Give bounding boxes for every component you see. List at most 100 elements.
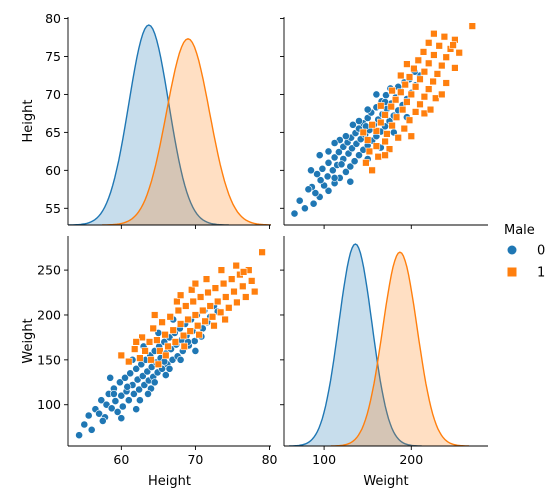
legend-label-1: 1 (537, 266, 545, 281)
point-male-0 (113, 407, 122, 416)
point-male-0 (176, 355, 185, 364)
point-male-1 (186, 327, 194, 335)
point-male-1 (233, 298, 241, 307)
point-male-1 (180, 342, 188, 351)
kde-panel-weight (289, 243, 469, 446)
point-male-0 (346, 162, 355, 171)
point-male-0 (346, 177, 355, 186)
point-male-1 (381, 151, 389, 159)
point-male-0 (290, 209, 299, 218)
point-male-1 (145, 338, 154, 346)
kde-line-height-1 (102, 38, 271, 225)
point-male-1 (204, 288, 212, 297)
kde-line-height-0 (68, 24, 229, 225)
point-male-0 (75, 431, 83, 440)
y-tick-label: 200 (37, 307, 61, 322)
point-male-0 (129, 389, 138, 398)
point-male-0 (313, 170, 321, 178)
scatter-panel-height-vs-weight (290, 22, 476, 218)
point-male-1 (397, 88, 405, 96)
point-male-1 (239, 282, 247, 290)
point-male-0 (135, 385, 143, 394)
point-male-1 (136, 354, 144, 362)
point-male-0 (341, 167, 350, 176)
point-male-1 (410, 64, 418, 73)
point-male-1 (383, 130, 391, 138)
point-male-0 (350, 157, 359, 166)
point-male-1 (166, 313, 174, 321)
point-male-0 (324, 186, 333, 195)
kde-fill-weight-0 (289, 244, 422, 446)
point-male-0 (328, 166, 337, 175)
point-male-1 (219, 279, 228, 288)
point-male-1 (359, 128, 367, 137)
point-male-0 (132, 364, 141, 373)
point-male-1 (430, 51, 438, 59)
point-male-0 (161, 371, 170, 379)
point-male-0 (295, 196, 304, 205)
point-male-1 (164, 342, 172, 351)
point-male-1 (381, 137, 389, 146)
point-male-1 (171, 338, 180, 346)
x-tick-label: 100 (312, 452, 336, 467)
point-male-1 (430, 29, 438, 38)
point-male-1 (201, 317, 209, 325)
y-tick-label: 150 (37, 352, 61, 367)
point-male-1 (151, 311, 159, 319)
point-male-0 (117, 414, 126, 423)
point-male-0 (80, 420, 89, 429)
point-male-0 (363, 114, 372, 122)
point-male-0 (337, 160, 346, 169)
point-male-0 (144, 389, 152, 398)
point-male-1 (392, 113, 401, 121)
point-male-1 (435, 42, 443, 50)
point-male-1 (228, 275, 236, 283)
x-axis-label: Height (148, 474, 191, 489)
kde-line-weight-0 (289, 243, 422, 446)
point-male-1 (210, 321, 218, 330)
point-male-0 (355, 151, 363, 160)
point-male-1 (377, 118, 385, 127)
point-male-1 (156, 347, 164, 355)
point-male-1 (199, 306, 207, 315)
point-male-0 (106, 373, 115, 382)
point-male-0 (118, 402, 127, 411)
point-male-1 (258, 248, 266, 256)
point-male-1 (232, 261, 240, 270)
kde-fill-weight-1 (330, 252, 469, 446)
point-male-0 (98, 416, 107, 425)
point-male-1 (398, 105, 407, 114)
point-male-1 (433, 70, 442, 78)
kde-panel-height (68, 24, 271, 225)
point-male-0 (372, 90, 381, 99)
point-male-0 (107, 404, 116, 413)
point-male-1 (149, 324, 157, 333)
point-male-1 (438, 61, 446, 70)
point-male-0 (315, 151, 324, 160)
point-male-1 (424, 39, 433, 47)
point-male-0 (304, 185, 313, 194)
point-male-0 (95, 409, 103, 418)
point-male-1 (138, 333, 146, 342)
point-male-0 (330, 139, 339, 147)
point-male-1 (407, 132, 415, 140)
point-male-0 (307, 166, 315, 175)
point-male-0 (318, 164, 327, 173)
x-tick-label: 80 (262, 452, 278, 467)
point-male-1 (368, 121, 376, 129)
point-male-0 (110, 389, 118, 398)
point-male-1 (468, 22, 476, 30)
kde-line-weight-1 (330, 251, 469, 446)
point-male-1 (372, 142, 381, 150)
y-tick-label: 60 (45, 163, 61, 178)
point-male-1 (251, 287, 259, 296)
point-male-1 (131, 345, 139, 353)
point-male-1 (206, 302, 214, 310)
point-male-0 (123, 382, 132, 391)
point-male-0 (117, 391, 126, 400)
point-male-0 (190, 337, 199, 345)
point-male-0 (355, 117, 363, 125)
point-male-0 (330, 173, 339, 182)
point-male-1 (440, 32, 449, 41)
